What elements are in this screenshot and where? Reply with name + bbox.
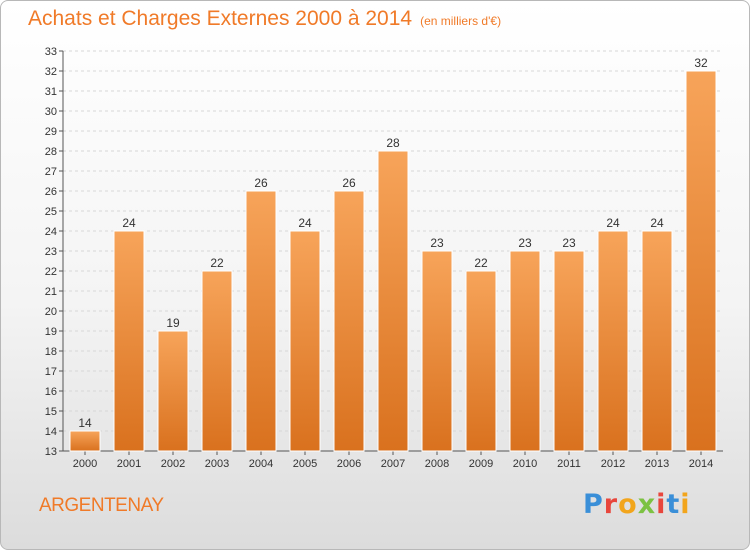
y-tick-label: 33 [45,46,57,58]
data-label-2000: 14 [78,416,92,430]
data-label-2014: 32 [694,56,708,70]
x-tick-label: 2000 [73,458,97,470]
y-tick-label: 29 [45,126,57,138]
bar-2012 [597,230,629,452]
data-label-2007: 28 [386,136,400,150]
y-tick-label: 22 [45,266,57,278]
y-tick-label: 31 [45,86,57,98]
bar-2000 [69,430,101,452]
x-tick-label: 2008 [425,458,449,470]
bar-2008 [421,250,453,452]
data-label-2012: 24 [606,216,620,230]
data-label-2010: 23 [518,236,532,250]
logo-letter: t [666,489,681,520]
bar-2014 [685,70,717,452]
y-tick-label: 27 [45,166,57,178]
x-tick-label: 2007 [381,458,405,470]
town-name: ARGENTENAY [39,495,164,516]
bar-2003 [201,270,233,452]
bar-2011 [553,250,585,452]
y-tick-label: 16 [45,386,57,398]
bar-2007 [377,150,409,452]
bar-2010 [509,250,541,452]
data-label-2001: 24 [122,216,136,230]
logo-letter: o [618,489,638,520]
chart-subtitle: (en milliers d'€) [420,14,502,28]
x-tick-label: 2009 [469,458,493,470]
bar-2013 [641,230,673,452]
logo-letter: x [637,489,657,520]
chart-title: Achats et Charges Externes 2000 à 2014 (e… [28,7,501,31]
y-tick-label: 30 [45,106,57,118]
data-label-2009: 22 [474,256,488,270]
bars [69,70,717,452]
bar-2002 [157,330,189,452]
x-tick-label: 2010 [513,458,537,470]
bar-2004 [245,190,277,452]
bar-2005 [289,230,321,452]
y-tick-label: 23 [45,246,57,258]
y-tick-label: 20 [45,306,57,318]
logo-letter: r [603,489,619,520]
y-tick-label: 13 [45,446,57,458]
x-tick-label: 2006 [337,458,361,470]
data-label-2008: 23 [430,236,444,250]
y-tick-label: 24 [45,226,57,238]
y-tick-label: 19 [45,326,57,338]
y-tick-label: 26 [45,186,57,198]
data-labels: 14 24 19 22 26 24 26 28 23 22 23 23 24 24 32 [78,56,708,430]
y-tick-label: 18 [45,346,57,358]
y-tick-label: 15 [45,406,57,418]
x-tick-label: 2014 [689,458,713,470]
x-tick-label: 2003 [205,458,229,470]
chart-title-text: Achats et Charges Externes 2000 à 2014 [28,7,413,30]
y-tick-label: 14 [45,426,57,438]
data-label-2002: 19 [166,316,180,330]
bar-2009 [465,270,497,452]
data-label-2011: 23 [562,236,576,250]
bar-2001 [113,230,145,452]
data-label-2004: 26 [254,176,268,190]
x-tick-label: 2011 [557,458,581,470]
bar-2006 [333,190,365,452]
data-label-2005: 24 [298,216,312,230]
logo-letter: i [656,489,667,520]
x-tick-label: 2012 [601,458,625,470]
y-tick-label: 28 [45,146,57,158]
x-tick-label: 2013 [645,458,669,470]
y-tick-label: 25 [45,206,57,218]
x-tick-label: 2001 [117,458,141,470]
data-label-2006: 26 [342,176,356,190]
y-tick-label: 17 [45,366,57,378]
proxiti-logo[interactable]: Proxiti [583,489,691,520]
x-tick-label: 2005 [293,458,317,470]
data-label-2013: 24 [650,216,664,230]
y-tick-label: 32 [45,66,57,78]
logo-letter: i [680,489,691,520]
y-tick-label: 21 [45,286,57,298]
x-tick-label: 2002 [161,458,185,470]
logo-letter: P [583,489,604,520]
data-label-2003: 22 [210,256,224,270]
x-tick-label: 2004 [249,458,273,470]
